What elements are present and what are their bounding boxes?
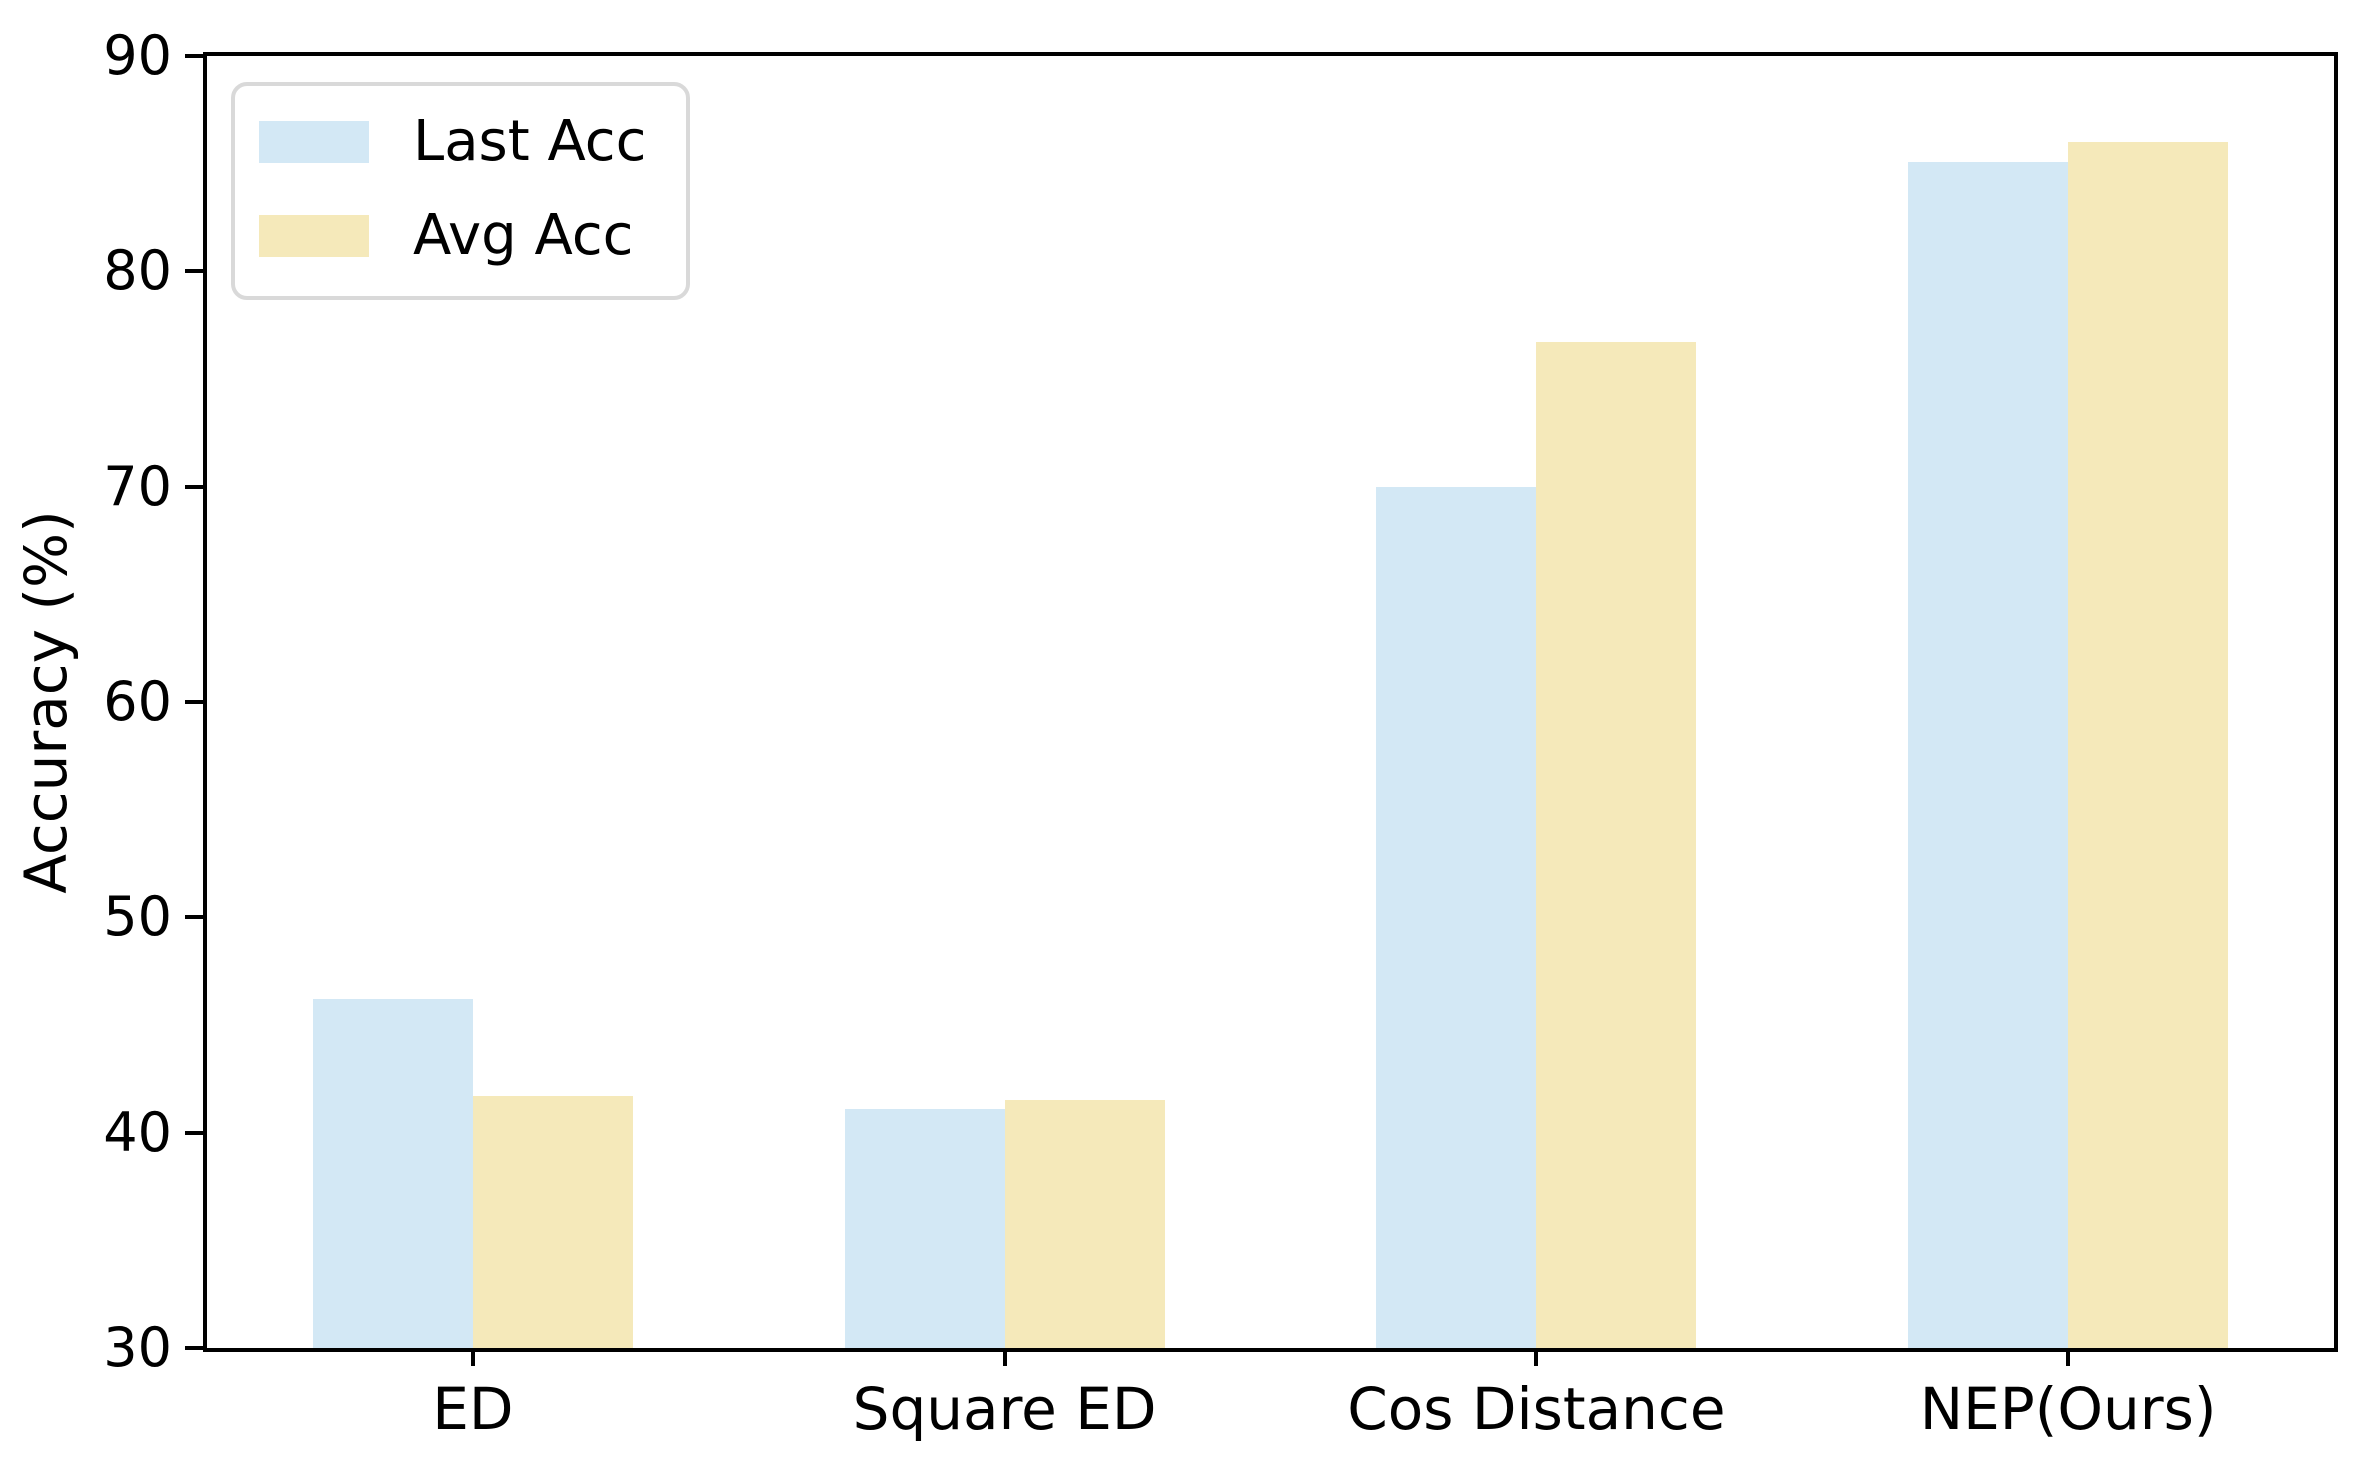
x-tick-mark bbox=[1534, 1348, 1539, 1366]
legend: Last Acc Avg Acc bbox=[231, 82, 691, 300]
legend-item-avg-acc: Avg Acc bbox=[259, 206, 646, 266]
legend-label-avg-acc: Avg Acc bbox=[413, 203, 634, 268]
y-tick-mark bbox=[185, 915, 203, 920]
bar-avg-acc bbox=[1536, 342, 1697, 1348]
x-tick-label: Cos Distance bbox=[1347, 1375, 1726, 1443]
y-tick-label: 70 bbox=[103, 454, 172, 518]
x-tick-mark bbox=[1002, 1348, 1007, 1366]
bar-avg-acc bbox=[1004, 1100, 1165, 1348]
y-tick-mark bbox=[185, 1130, 203, 1135]
x-tick-mark bbox=[470, 1348, 475, 1366]
y-tick-label: 80 bbox=[103, 239, 172, 303]
bar-last-acc bbox=[844, 1108, 1005, 1348]
x-tick-label: NEP(Ours) bbox=[1919, 1375, 2217, 1443]
y-tick-mark bbox=[185, 484, 203, 489]
x-tick-mark bbox=[2066, 1348, 2071, 1366]
bar-last-acc bbox=[312, 999, 473, 1348]
y-tick-label: 30 bbox=[103, 1316, 172, 1379]
bar-last-acc bbox=[1376, 486, 1537, 1348]
y-tick-mark bbox=[185, 269, 203, 274]
bar-avg-acc bbox=[472, 1096, 633, 1348]
legend-swatch-avg-acc bbox=[259, 215, 369, 257]
y-tick-mark bbox=[185, 54, 203, 58]
legend-item-last-acc: Last Acc bbox=[259, 112, 646, 172]
legend-swatch-last-acc bbox=[259, 121, 369, 163]
bar-avg-acc bbox=[2068, 142, 2229, 1348]
y-tick-mark bbox=[185, 1346, 203, 1350]
y-tick-label: 60 bbox=[103, 670, 172, 733]
x-tick-label: ED bbox=[432, 1375, 514, 1443]
legend-label-last-acc: Last Acc bbox=[413, 109, 647, 174]
y-tick-label: 40 bbox=[103, 1100, 172, 1164]
y-tick-mark bbox=[185, 700, 203, 704]
y-tick-label: 90 bbox=[103, 24, 172, 87]
bar-last-acc bbox=[1908, 161, 2069, 1348]
plot-area: Last Acc Avg Acc bbox=[185, 52, 2338, 1366]
y-tick-label: 50 bbox=[103, 885, 172, 949]
x-tick-label: Square ED bbox=[852, 1375, 1157, 1443]
